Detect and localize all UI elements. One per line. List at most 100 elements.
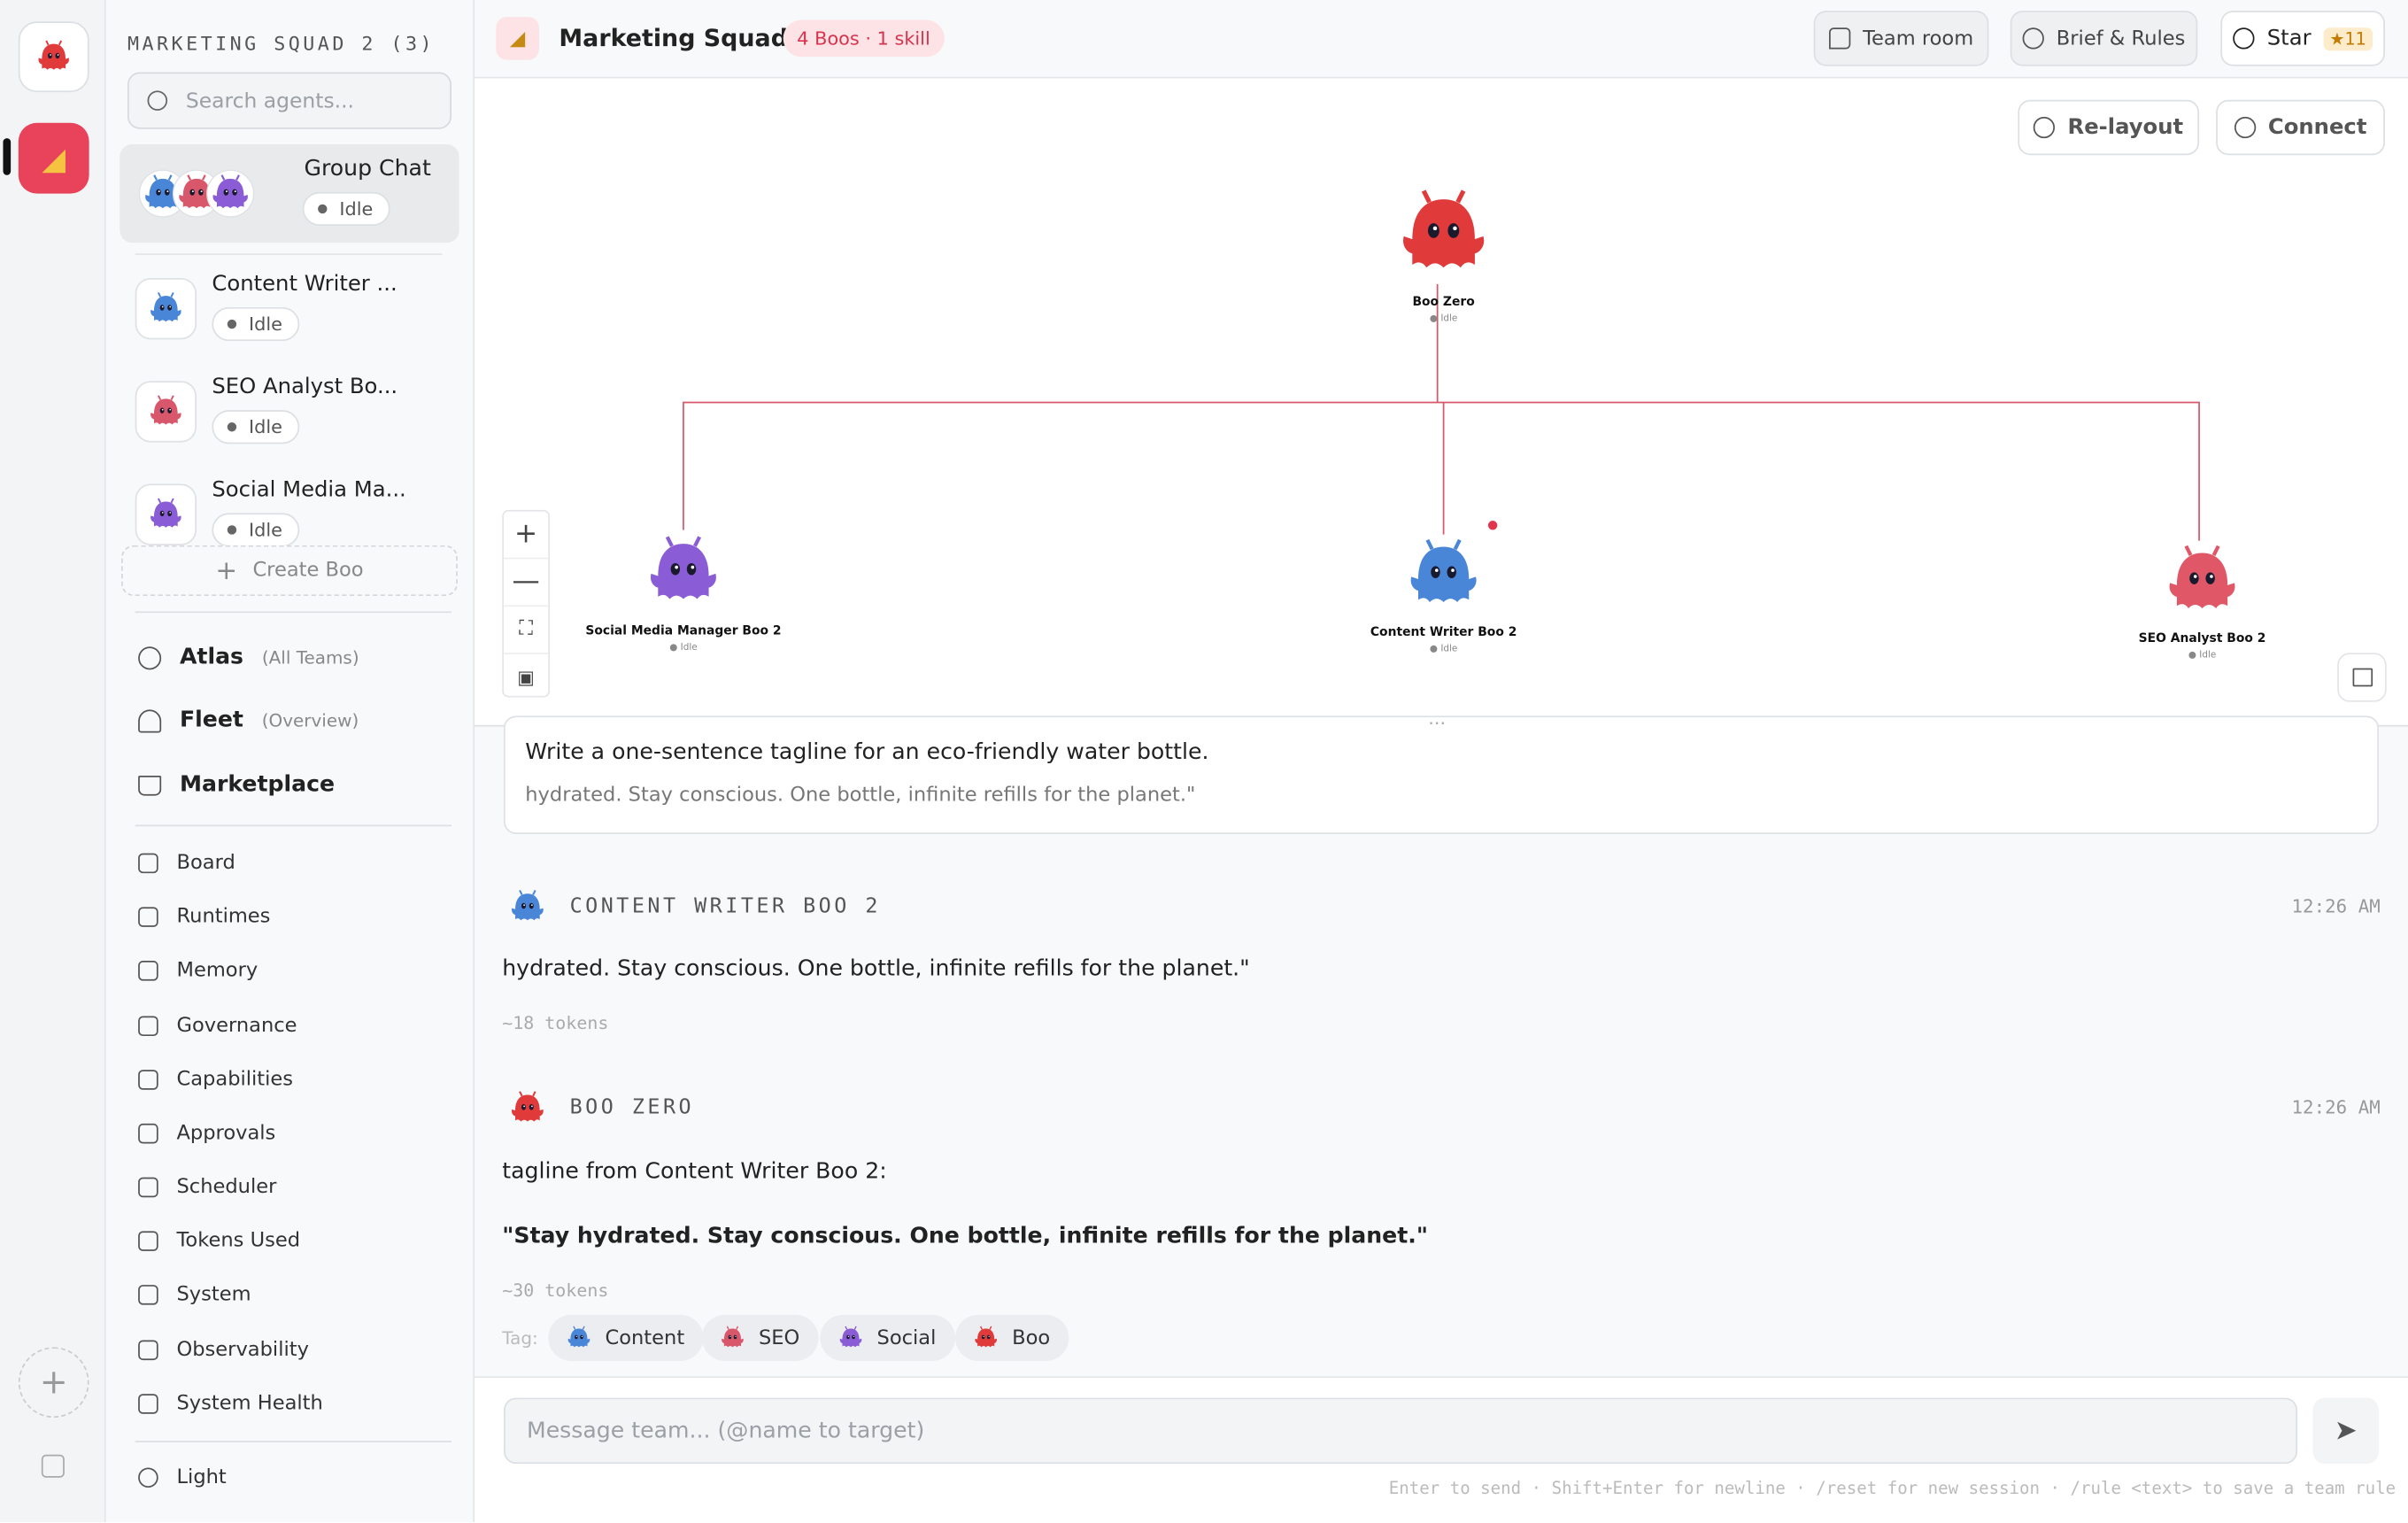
boo-icon (722, 1326, 744, 1348)
node-status: Idle (1440, 643, 1458, 654)
brief-rules-button[interactable]: Brief & Rules (2010, 11, 2198, 66)
boo-icon (567, 1326, 590, 1348)
boo-icon (512, 1091, 544, 1122)
nav-item[interactable]: Governance (138, 1015, 297, 1038)
theme-toggle[interactable]: Light (138, 1466, 227, 1489)
boo-icon (150, 395, 181, 425)
message-input[interactable]: Message team... (@name to target) (503, 1397, 2298, 1465)
agent-avatar[interactable] (135, 277, 197, 340)
drag-handle[interactable]: ··· (1428, 712, 1447, 735)
nav-item[interactable]: Approvals (138, 1122, 275, 1145)
create-boo[interactable]: + Create Boo (121, 545, 458, 597)
agent-name[interactable]: Social Media Ma... (212, 477, 406, 503)
message-time: 12:26 AM (2291, 895, 2381, 917)
tag-text: SEO (758, 1326, 800, 1349)
message-time: 12:26 AM (2291, 1096, 2381, 1118)
button-label: Brief & Rules (2056, 27, 2186, 50)
connect-button[interactable]: Connect (2216, 99, 2385, 156)
button-label: Team room (1863, 27, 1974, 50)
tag-label: Tag: (502, 1326, 538, 1349)
nav-item[interactable]: Tokens Used (138, 1230, 300, 1253)
nav-label: System (176, 1283, 251, 1307)
team-icon[interactable]: ◢ (18, 122, 89, 194)
tag-chip[interactable]: Content (548, 1314, 703, 1361)
send-button[interactable]: ➤ (2312, 1397, 2380, 1465)
fit-view[interactable]: ⛶ (503, 607, 549, 654)
nav-label: Atlas (179, 645, 244, 670)
boo-icon (172, 169, 221, 218)
agent-name[interactable]: Content Writer ... (212, 272, 397, 297)
nav-icon (138, 1394, 158, 1414)
tag-chip[interactable]: Boo (954, 1314, 1069, 1361)
nav-label: Tokens Used (176, 1229, 301, 1253)
search-box[interactable]: Search agents... (127, 72, 452, 129)
collapse-sidebar[interactable] (41, 1454, 65, 1478)
rail (0, 0, 106, 1523)
nav-item[interactable]: Scheduler (138, 1176, 276, 1199)
nav-label: Capabilities (176, 1068, 294, 1092)
nav-icon (138, 1070, 158, 1090)
tag-chip[interactable]: Social (820, 1314, 955, 1361)
create-label: Create Boo (252, 559, 364, 583)
nav-item[interactable]: System (138, 1283, 251, 1306)
nav-item[interactable]: Board (138, 852, 235, 875)
zoom-in[interactable]: + (503, 512, 549, 560)
boo-icon (1403, 189, 1485, 268)
agent-avatar[interactable] (135, 483, 197, 545)
sidebar-title: MARKETING SQUAD 2 (3) (127, 32, 435, 55)
message-text: tagline from Content Writer Boo 2: (502, 1159, 887, 1185)
nav-item[interactable]: Capabilities (138, 1068, 294, 1092)
boo-icon (512, 890, 544, 921)
nav-icon (138, 1285, 158, 1305)
status-pill: Idle (212, 410, 300, 445)
active-indicator (3, 138, 12, 175)
team-room-button[interactable]: Team room (1813, 11, 1989, 66)
nav-item[interactable]: System Health (138, 1393, 323, 1416)
boo-avatar (205, 169, 255, 219)
divider (135, 611, 452, 614)
relayout-button[interactable]: Re-layout (2018, 99, 2200, 156)
nav-label: Approvals (176, 1122, 276, 1146)
team-icon: ◢ (496, 17, 539, 60)
node-label: Boo Zero (1412, 295, 1475, 309)
star-button[interactable]: Star ★11 (2220, 11, 2385, 66)
tag-chip[interactable]: SEO (701, 1314, 819, 1361)
team-badge: 4 Boos · 1 skill (783, 19, 945, 58)
team-name: MARKETING SQUAD 2 (127, 31, 376, 55)
minimap-toggle[interactable] (2337, 653, 2387, 702)
connectors (683, 283, 2200, 541)
nav-marketplace[interactable]: Marketplace (138, 772, 336, 798)
boo-icon (38, 40, 69, 70)
boo-avatar (836, 1323, 867, 1354)
boo-avatar (144, 390, 188, 434)
boo-avatar (506, 885, 550, 929)
agent-name[interactable]: SEO Analyst Bo... (212, 375, 398, 400)
agent-status: Idle (249, 416, 282, 438)
nav-fleet[interactable]: Fleet (Overview) (138, 707, 359, 733)
nav-label: Marketplace (179, 772, 336, 798)
nav-label: Memory (176, 959, 259, 983)
lock-view[interactable]: ▣ (517, 666, 535, 689)
prompt-card (503, 715, 2380, 834)
nav-icon (138, 1340, 158, 1361)
nav-atlas[interactable]: Atlas (All Teams) (138, 645, 359, 670)
message-text: hydrated. Stay conscious. One bottle, in… (502, 956, 1250, 982)
nav-item[interactable]: Observability (138, 1339, 309, 1362)
boo-icon (2169, 545, 2235, 608)
nav-item[interactable]: Memory (138, 959, 258, 982)
nav-icon (138, 1016, 158, 1037)
status-pill: Idle (302, 191, 390, 227)
add-team[interactable]: + (18, 1347, 89, 1419)
boo-icon (206, 169, 255, 218)
node-label: SEO Analyst Boo 2 (2138, 630, 2266, 646)
workspace-home[interactable] (18, 21, 89, 93)
nav-item[interactable]: Runtimes (138, 906, 270, 929)
divider (135, 824, 452, 827)
boo-avatar (144, 287, 188, 330)
nav-icon (138, 853, 158, 874)
zoom-out[interactable]: — (503, 559, 549, 607)
agent-avatar[interactable] (135, 381, 197, 443)
nav-label: Fleet (179, 707, 243, 733)
